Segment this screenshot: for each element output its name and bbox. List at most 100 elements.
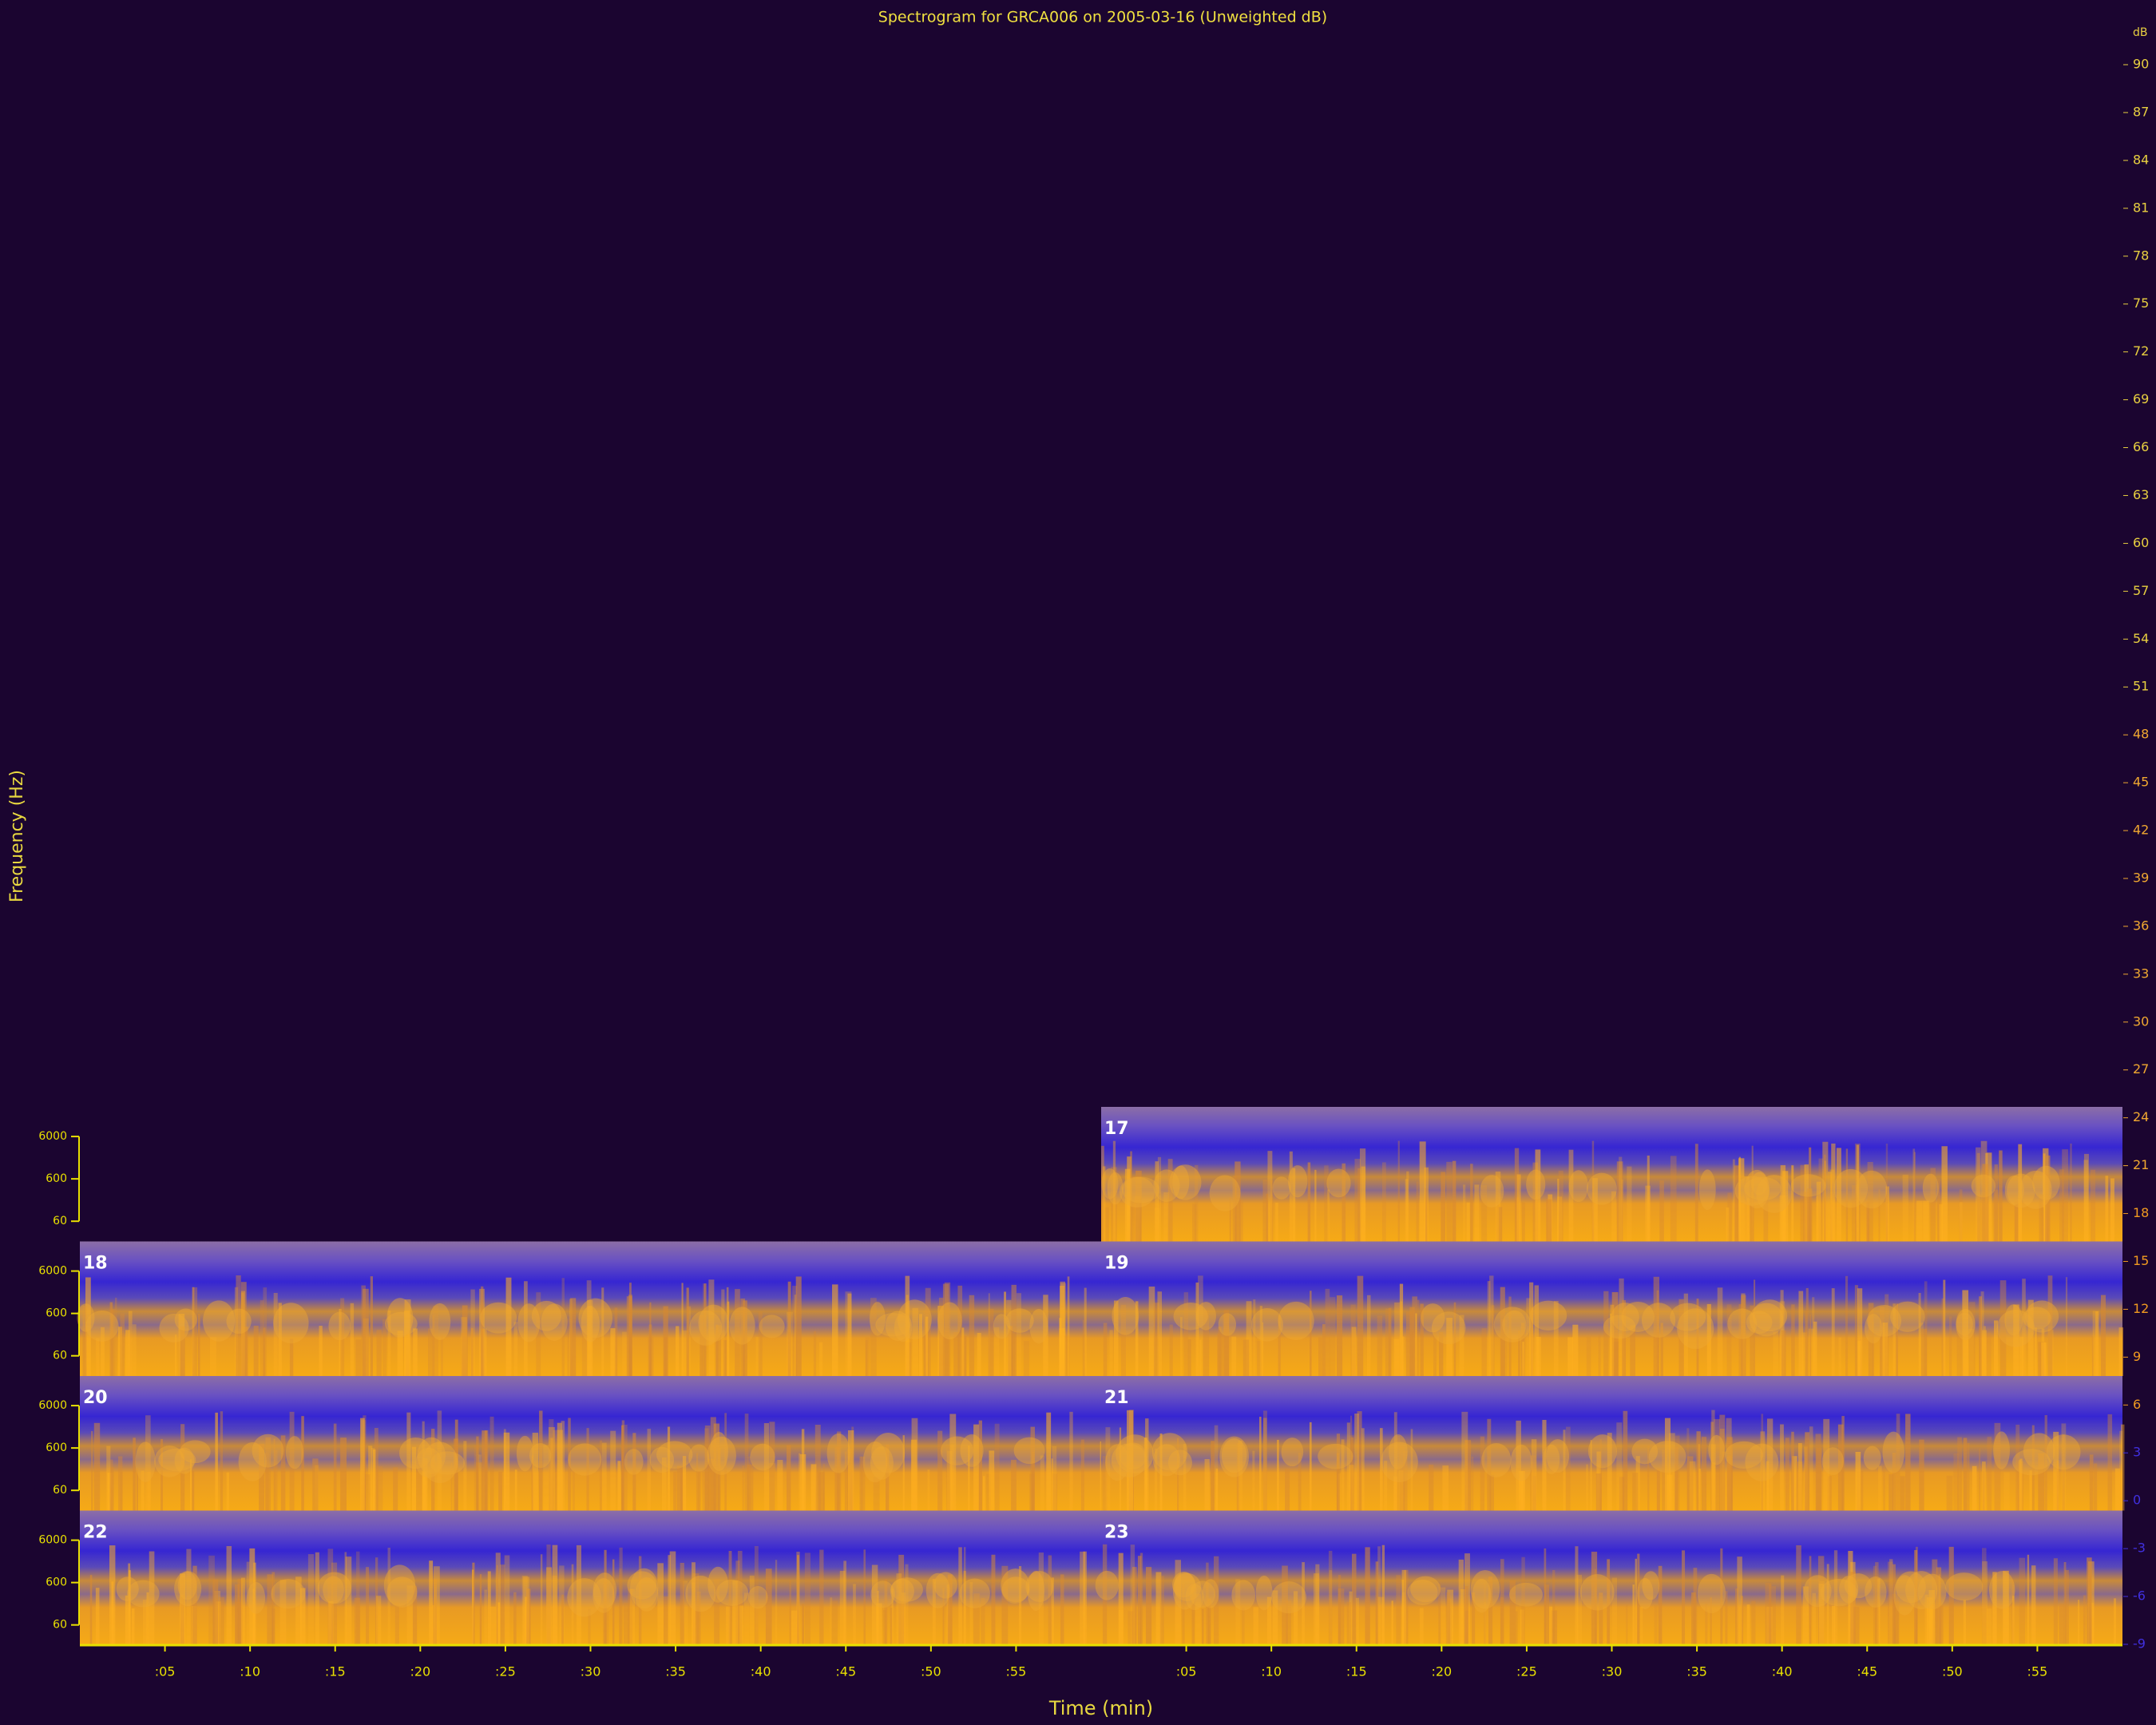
texture (865, 1340, 868, 1376)
texture (737, 1550, 743, 1645)
texture (120, 1471, 123, 1511)
texture (2065, 1277, 2068, 1376)
texture (2110, 1178, 2114, 1242)
texture (2023, 1433, 2055, 1470)
panel-background (80, 1376, 1101, 1511)
texture (2019, 1170, 2052, 1209)
texture (1043, 1295, 1048, 1376)
texture (587, 1299, 593, 1376)
texture (707, 1458, 715, 1511)
texture (1549, 1606, 1553, 1645)
texture (1880, 1306, 1885, 1376)
texture (552, 1575, 557, 1645)
texture (1726, 1437, 1733, 1511)
texture (517, 1303, 541, 1342)
texture (1619, 1278, 1624, 1376)
texture (125, 1595, 129, 1645)
texture (1159, 1434, 1163, 1511)
texture (154, 1445, 185, 1477)
texture (1407, 1580, 1438, 1605)
hour-label: 22 (83, 1523, 108, 1543)
texture (1051, 1577, 1054, 1645)
texture (648, 1324, 652, 1376)
texture (1697, 1573, 1726, 1614)
x-tick-label: :10 (240, 1664, 260, 1679)
y-tick-label: 60 (53, 1484, 67, 1497)
texture (1722, 1451, 1726, 1511)
texture (432, 1315, 435, 1376)
texture (749, 1575, 755, 1645)
texture (532, 1433, 538, 1511)
texture (543, 1445, 549, 1511)
texture (1924, 1281, 1928, 1376)
texture (747, 1464, 754, 1511)
texture (1204, 1458, 1210, 1511)
texture (629, 1568, 659, 1609)
texture (1712, 1462, 1716, 1511)
texture (1420, 1303, 1424, 1376)
texture (1710, 1597, 1712, 1645)
texture (681, 1283, 684, 1376)
texture (1309, 1422, 1312, 1511)
texture (1461, 1411, 1468, 1511)
texture (1822, 1141, 1829, 1242)
texture (317, 1572, 352, 1604)
texture (1425, 1188, 1428, 1242)
texture (1242, 1607, 1245, 1645)
colorbar-tick-label: 63 (2133, 487, 2149, 502)
texture (159, 1313, 189, 1343)
texture (629, 1588, 636, 1645)
texture (647, 1429, 652, 1511)
texture (1510, 1444, 1532, 1481)
texture (755, 1607, 759, 1645)
texture (1307, 1162, 1311, 1242)
texture (1919, 1439, 1924, 1511)
texture (1112, 1140, 1116, 1242)
texture (799, 1453, 801, 1511)
texture (415, 1447, 442, 1478)
colorbar-tick-label: -6 (2133, 1588, 2146, 1604)
texture (1526, 1169, 1546, 1200)
texture (1780, 1290, 1784, 1376)
texture (925, 1572, 950, 1608)
texture (735, 1560, 740, 1645)
texture (2004, 1304, 2023, 1336)
texture (1766, 1607, 1773, 1645)
texture (1996, 1309, 2035, 1347)
texture (1516, 1174, 1521, 1242)
texture (328, 1311, 351, 1341)
texture (382, 1319, 387, 1376)
texture (601, 1287, 604, 1376)
texture (586, 1280, 592, 1376)
texture (1885, 1144, 1888, 1242)
texture (727, 1301, 730, 1376)
texture (902, 1435, 905, 1511)
texture (1393, 1338, 1400, 1376)
texture (813, 1330, 817, 1376)
texture (1953, 1453, 1959, 1511)
texture (1381, 1162, 1386, 1242)
texture (315, 1465, 319, 1511)
texture (1011, 1284, 1017, 1376)
x-tick-label: :20 (410, 1664, 430, 1679)
texture (819, 1342, 823, 1376)
texture (411, 1446, 417, 1511)
texture (376, 1330, 382, 1376)
texture (1199, 1339, 1202, 1376)
texture (1027, 1570, 1045, 1612)
texture (649, 1302, 652, 1376)
spectrogram-panel: 22 (80, 1510, 1101, 1645)
texture (896, 1573, 902, 1645)
texture (578, 1298, 612, 1338)
texture (2061, 1423, 2067, 1511)
y-tick-label: 60 (53, 1215, 67, 1227)
texture (959, 1578, 990, 1608)
texture (1030, 1426, 1035, 1511)
texture (474, 1445, 479, 1511)
texture (1059, 1318, 1062, 1376)
texture (870, 1580, 895, 1608)
texture (1508, 1296, 1512, 1376)
texture (1519, 1471, 1525, 1511)
texture (1361, 1166, 1365, 1242)
texture (1448, 1598, 1452, 1645)
